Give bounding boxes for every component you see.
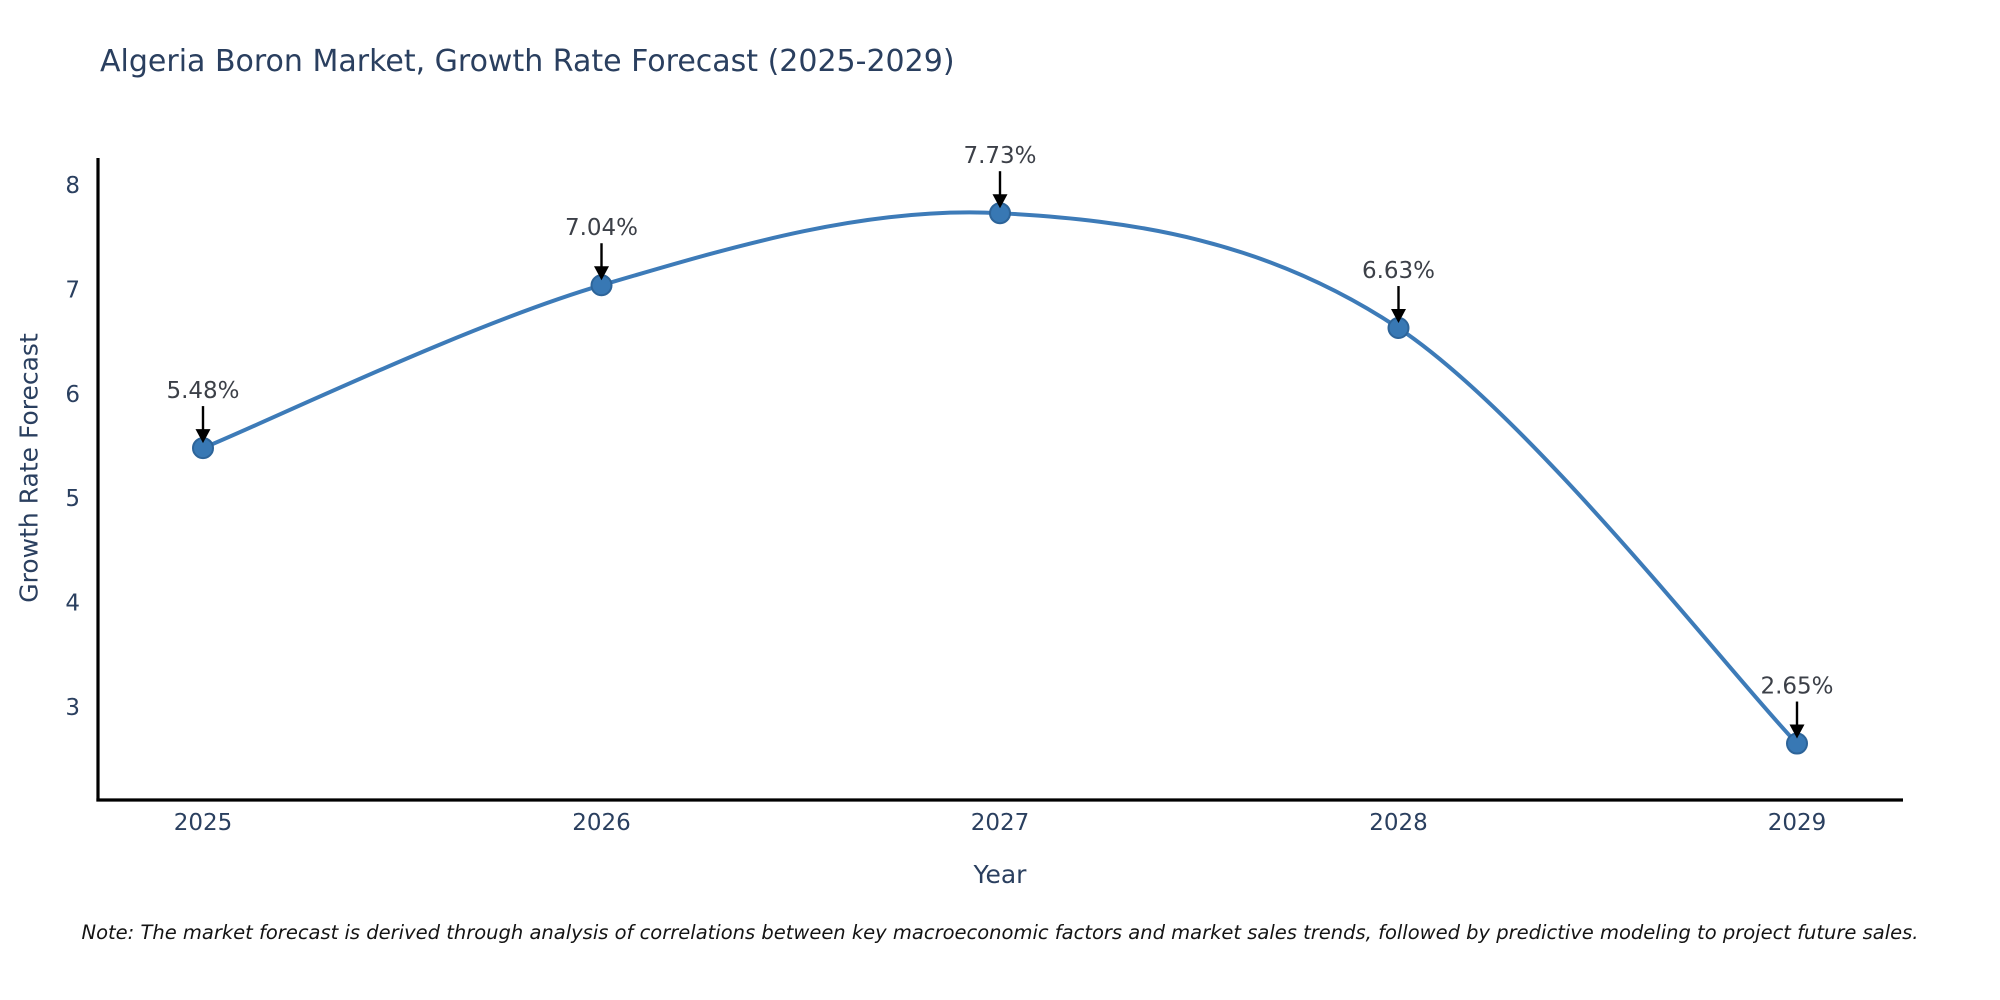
x-axis-label: Year <box>973 860 1027 889</box>
chart-title: Algeria Boron Market, Growth Rate Foreca… <box>100 44 955 79</box>
y-axis-label: Growth Rate Forecast <box>14 333 44 603</box>
footnote: Note: The market forecast is derived thr… <box>81 921 1919 944</box>
y-tick-label: 5 <box>65 486 80 512</box>
annotation-arrowhead <box>594 266 609 281</box>
y-tick-label: 8 <box>65 173 80 199</box>
annotation-arrowhead <box>1391 309 1406 324</box>
point-value-label: 2.65% <box>1760 674 1833 700</box>
point-value-label: 5.48% <box>166 378 239 404</box>
point-value-label: 7.04% <box>565 215 638 241</box>
x-tick-label: 2027 <box>971 810 1030 836</box>
y-tick-label: 3 <box>65 695 80 721</box>
y-tick-label: 7 <box>65 277 80 303</box>
x-tick-label: 2026 <box>572 810 631 836</box>
y-tick-label: 6 <box>65 382 80 408</box>
point-value-label: 7.73% <box>963 143 1036 169</box>
annotation-arrowhead <box>992 194 1008 209</box>
annotation-arrowhead <box>195 429 211 444</box>
x-tick-label: 2025 <box>174 810 233 836</box>
x-tick-label: 2029 <box>1768 810 1827 836</box>
forecast-line <box>201 210 1799 746</box>
annotation-arrowhead <box>1789 724 1805 739</box>
point-value-label: 6.63% <box>1362 258 1435 284</box>
y-tick-label: 4 <box>65 591 80 617</box>
x-tick-label: 2028 <box>1369 810 1428 836</box>
